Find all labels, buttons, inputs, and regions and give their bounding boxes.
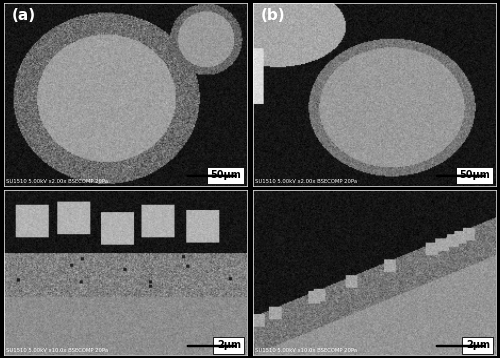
Text: SU1510 5.00kV x2.00x BSECOMP 20Pa: SU1510 5.00kV x2.00x BSECOMP 20Pa (6, 179, 108, 184)
Text: (a): (a) (12, 8, 36, 23)
Text: SU1510 5.00kV x2.00x BSECOMP 20Pa: SU1510 5.00kV x2.00x BSECOMP 20Pa (256, 179, 358, 184)
Text: SU1510 5.00kV x10.0x BSECOMP 20Pa: SU1510 5.00kV x10.0x BSECOMP 20Pa (6, 348, 108, 353)
Text: (b): (b) (260, 8, 285, 23)
Text: 50μm: 50μm (210, 170, 241, 180)
Text: 50μm: 50μm (459, 170, 490, 180)
Text: 2μm: 2μm (466, 340, 490, 350)
Text: SU1510 5.00kV x10.0x BSECOMP 20Pa: SU1510 5.00kV x10.0x BSECOMP 20Pa (256, 348, 358, 353)
Text: 2μm: 2μm (217, 340, 241, 350)
